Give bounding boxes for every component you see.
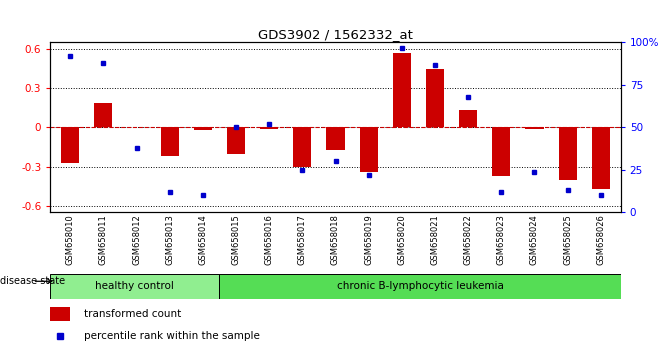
Bar: [160, 127, 178, 156]
Bar: [50, 307, 70, 321]
Title: GDS3902 / 1562332_at: GDS3902 / 1562332_at: [258, 28, 413, 41]
Bar: [227, 127, 245, 154]
Bar: [326, 127, 345, 150]
Bar: [459, 110, 477, 127]
Bar: [360, 127, 378, 172]
Bar: [260, 127, 278, 129]
Text: chronic B-lymphocytic leukemia: chronic B-lymphocytic leukemia: [337, 281, 503, 291]
Bar: [61, 127, 79, 163]
Bar: [426, 69, 444, 127]
Bar: [525, 127, 544, 129]
Bar: [50, 274, 219, 299]
Bar: [194, 127, 212, 130]
Text: disease state: disease state: [0, 276, 65, 286]
Bar: [558, 127, 577, 180]
Bar: [94, 103, 113, 127]
Bar: [293, 127, 311, 167]
Text: percentile rank within the sample: percentile rank within the sample: [84, 331, 260, 341]
Bar: [592, 127, 610, 189]
Bar: [493, 127, 511, 176]
Text: healthy control: healthy control: [95, 281, 174, 291]
Text: transformed count: transformed count: [84, 309, 181, 319]
Bar: [393, 53, 411, 127]
Bar: [219, 274, 621, 299]
